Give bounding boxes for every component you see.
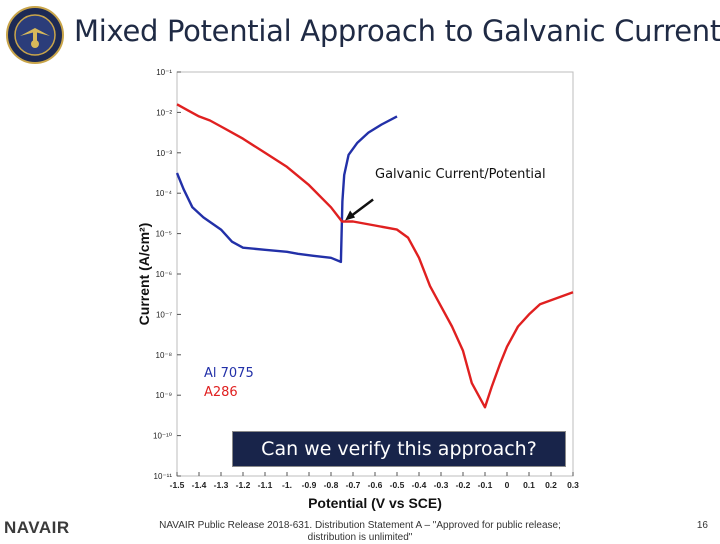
y-tick-label: 10⁻⁹ (155, 391, 172, 400)
y-tick-label: 10⁻³ (156, 149, 172, 158)
y-tick-label: 10⁻⁸ (156, 351, 173, 360)
legend-a286: A286 (204, 385, 238, 400)
navy-seal-logo (6, 6, 64, 64)
x-tick-label: -1.3 (214, 480, 229, 490)
x-tick-label: -0.2 (456, 480, 471, 490)
x-tick-label: -0.3 (434, 480, 449, 490)
annotation-arrow (348, 198, 374, 219)
x-tick-label: 0.3 (567, 480, 579, 490)
y-tick-label: 10⁻⁶ (156, 270, 172, 279)
x-tick-label: -0.9 (302, 480, 317, 490)
plot-area (176, 71, 574, 477)
x-tick-label: 0 (505, 480, 510, 490)
footer-distribution-text: NAVAIR Public Release 2018-631. Distribu… (159, 520, 561, 543)
x-tick-label: 0.1 (523, 480, 535, 490)
series-line-a286 (176, 103, 574, 409)
x-tick-label: -0.4 (412, 480, 427, 490)
x-tick-label: -1.1 (258, 480, 273, 490)
y-tick-label: 10⁻² (156, 108, 172, 117)
y-tick-label: 10⁻⁷ (156, 310, 172, 319)
polarization-chart: 10⁻¹¹ 10⁻¹⁰ 10⁻⁹ 10⁻⁸ 10⁻⁷ 10⁻⁶ 10⁻⁵ 10⁻⁴ 10⁻³ 10… (136, 68, 579, 511)
x-tick-label: 0.2 (545, 480, 557, 490)
page-title: Mixed Potential Approach to Galvanic Cur… (74, 14, 720, 48)
y-tick-label: 10⁻⁴ (155, 189, 172, 198)
x-tick-label: -0.5 (390, 480, 405, 490)
legend-al7075: Al 7075 (204, 366, 254, 381)
y-tick-label: 10⁻⁵ (156, 230, 172, 239)
y-tick-label: 10⁻¹¹ (154, 472, 173, 481)
x-tick-label: -0.1 (478, 480, 493, 490)
x-tick-label: -1. (282, 480, 292, 490)
x-tick-label: -0.8 (324, 480, 339, 490)
annotation-label: Galvanic Current/Potential (375, 167, 546, 182)
x-tick-label: -0.7 (346, 480, 361, 490)
series-line-al7075 (175, 115, 398, 264)
question-callout: Can we verify this approach? (232, 431, 566, 467)
footer-brand: NAVAIR (4, 518, 70, 537)
x-axis-label: Potential (V vs SCE) (308, 495, 442, 511)
x-tick-label: -0.6 (368, 480, 383, 490)
y-tick-label: 10⁻¹⁰ (153, 432, 172, 441)
page-number: 16 (696, 520, 708, 531)
x-tick-label: -1.4 (192, 480, 207, 490)
y-axis-label: Current (A/cm²) (136, 223, 152, 326)
annotation-arrowhead (345, 210, 356, 221)
x-tick-label: -1.2 (236, 480, 251, 490)
x-tick-label: -1.5 (170, 480, 185, 490)
y-tick-label: 10⁻¹ (156, 68, 172, 77)
